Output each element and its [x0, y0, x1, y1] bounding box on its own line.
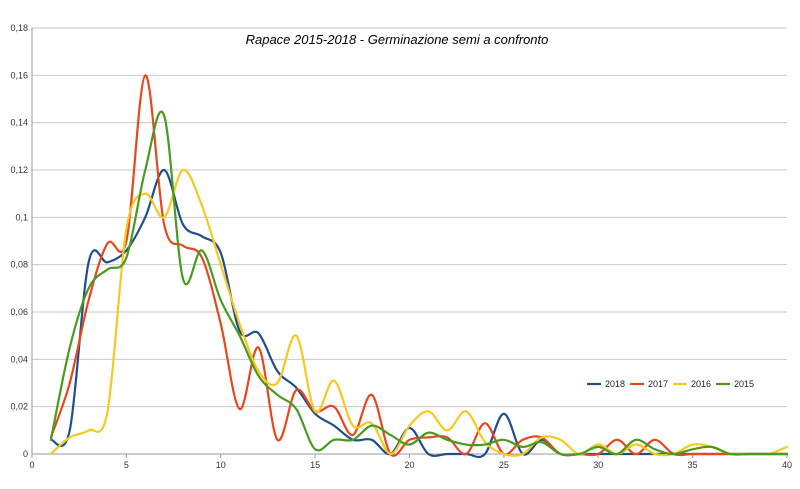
series-line-2017 — [49, 74, 789, 457]
x-tick-label: 35 — [688, 460, 698, 470]
x-tick-label: 5 — [124, 460, 129, 470]
x-tick-label: 10 — [216, 460, 226, 470]
legend-label-2015: 2015 — [734, 379, 754, 389]
legend-label-2017: 2017 — [648, 379, 668, 389]
series-lines — [49, 74, 789, 459]
y-tick-label: 0 — [23, 449, 28, 459]
y-tick-label: 0,02 — [10, 402, 28, 412]
y-tick-label: 0,04 — [10, 354, 28, 364]
axes: 0 0,02 0,04 0,06 0,08 0,1 0,12 0,14 0,16 0,18 0 5 10… — [10, 23, 792, 470]
legend: 2018 2017 2016 2015 — [587, 379, 754, 389]
y-tick-label: 0,18 — [10, 23, 28, 33]
y-tick-label: 0,16 — [10, 70, 28, 80]
x-tick-label: 0 — [29, 460, 34, 470]
x-tick-label: 25 — [499, 460, 509, 470]
x-tick-label: 40 — [782, 460, 792, 470]
y-tick-label: 0,08 — [10, 260, 28, 270]
series-line-2015 — [49, 110, 789, 457]
legend-label-2018: 2018 — [605, 379, 625, 389]
y-tick-label: 0,14 — [10, 118, 28, 128]
x-tick-label: 30 — [593, 460, 603, 470]
chart-title: Rapace 2015-2018 - Germinazione semi a c… — [246, 32, 549, 47]
y-tick-label: 0,12 — [10, 165, 28, 175]
y-tick-label: 0,1 — [15, 212, 28, 222]
x-tick-label: 15 — [310, 460, 320, 470]
gridlines — [32, 27, 787, 455]
x-tick-label: 20 — [404, 460, 414, 470]
legend-label-2016: 2016 — [691, 379, 711, 389]
series-line-2016 — [49, 168, 789, 457]
y-tick-label: 0,06 — [10, 307, 28, 317]
